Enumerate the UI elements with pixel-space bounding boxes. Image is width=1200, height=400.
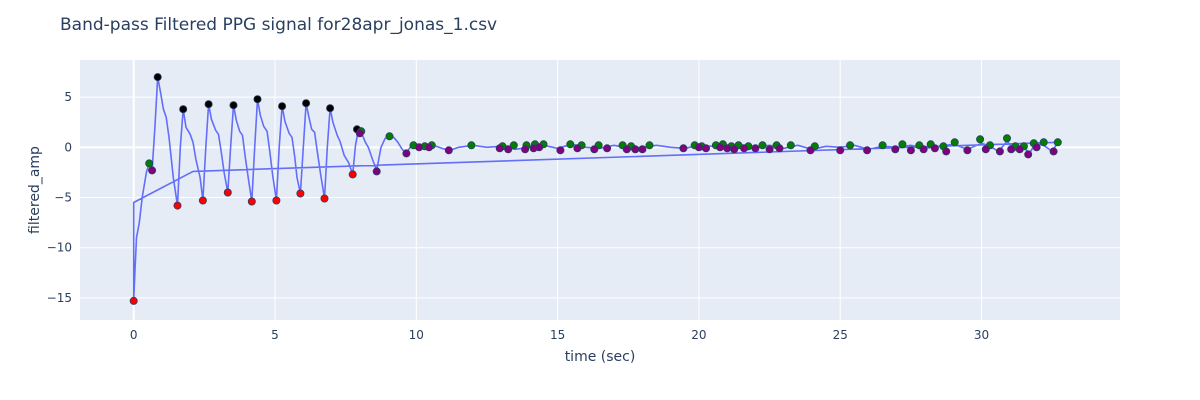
x-tick-label: 30 [974,328,989,342]
peaks_major-marker [179,105,188,114]
troughs_minor-marker [1049,147,1058,156]
peaks_minor-marker [878,141,887,150]
troughs_major-marker [272,196,281,205]
peaks_major-marker [229,101,238,110]
troughs_minor-marker [622,145,631,154]
plot-area [80,60,1120,320]
troughs_major-marker [320,194,329,203]
troughs_minor-marker [906,146,915,155]
troughs_minor-marker [702,144,711,153]
troughs_minor-marker [806,146,815,155]
troughs_minor-marker [775,144,784,153]
troughs_minor-marker [930,144,939,153]
troughs_minor-marker [372,167,381,176]
x-tick-label: 15 [550,328,565,342]
x-axis-title: time (sec) [565,349,636,365]
peaks_minor-marker [566,140,575,149]
troughs_minor-marker [1015,145,1024,154]
troughs_minor-marker [730,145,739,154]
troughs_minor-marker [521,145,530,154]
peaks_minor-marker [1039,138,1048,147]
troughs_minor-marker [740,144,749,153]
troughs_minor-marker [590,145,599,154]
chart-title: Band-pass Filtered PPG signal for28apr_j… [60,15,497,35]
troughs_major-marker [296,189,305,198]
troughs_minor-marker [891,145,900,154]
troughs_minor-marker [863,146,872,155]
troughs_minor-marker [1024,150,1033,159]
troughs_minor-marker [495,144,504,153]
troughs_minor-marker [765,145,774,154]
troughs_minor-marker [694,143,703,152]
y-axis-title: filtered_amp [27,146,43,234]
troughs_major-marker [173,201,182,210]
troughs_minor-marker [504,145,513,154]
troughs_minor-marker [638,145,647,154]
troughs_minor-marker [981,145,990,154]
troughs_major-marker [129,296,138,305]
troughs_minor-marker [424,143,433,152]
x-tick-label: 25 [833,328,848,342]
x-tick-label: 10 [409,328,424,342]
y-tick-label: −10 [47,241,72,255]
troughs_minor-marker [716,143,725,152]
peaks_major-marker [326,104,335,113]
troughs_minor-marker [723,144,732,153]
troughs_minor-marker [963,146,972,155]
peaks_major-marker [253,95,262,104]
peaks_major-marker [278,102,287,111]
troughs_minor-marker [444,146,453,155]
troughs_major-marker [247,197,256,206]
troughs_minor-marker [535,143,544,152]
troughs_minor-marker [942,147,951,156]
markers-group [129,73,1062,305]
y-tick-label: −15 [47,291,72,305]
peaks_minor-marker [898,140,907,149]
troughs_minor-marker [402,149,411,158]
x-tick-label: 0 [130,328,138,342]
axis-ticks: 0 5 10 15 20 25 30 −15 −10 −5 0 5 [47,90,989,342]
troughs_minor-marker [355,129,364,138]
peaks_minor-marker [645,141,654,150]
troughs_minor-marker [836,146,845,155]
troughs_minor-marker [631,145,640,154]
y-tick-label: −5 [54,191,72,205]
troughs_minor-marker [415,143,424,152]
peaks_minor-marker [145,159,154,168]
troughs_minor-marker [573,144,582,153]
troughs_major-marker [223,188,232,197]
peaks_minor-marker [976,135,985,144]
peaks_minor-marker [758,141,767,150]
troughs_major-marker [198,196,207,205]
peaks_minor-marker [467,141,476,150]
peaks_minor-marker [1003,134,1012,143]
peaks_major-marker [302,99,311,108]
x-tick-label: 20 [691,328,706,342]
peaks_major-marker [153,73,162,82]
peaks_major-marker [204,100,213,109]
y-tick-label: 0 [64,140,72,154]
troughs_minor-marker [603,144,612,153]
troughs_major-marker [348,170,357,179]
peaks_minor-marker [509,141,518,150]
peaks_minor-marker [385,132,394,141]
troughs_minor-marker [1032,143,1041,152]
troughs_minor-marker [751,144,760,153]
peaks_minor-marker [786,141,795,150]
peaks_minor-marker [950,138,959,147]
y-tick-label: 5 [64,90,72,104]
troughs_minor-marker [1007,145,1016,154]
troughs_minor-marker [556,146,565,155]
troughs_minor-marker [995,147,1004,156]
peaks_minor-marker [1053,138,1062,147]
troughs_minor-marker [919,145,928,154]
peaks_minor-marker [846,141,855,150]
troughs_minor-marker [679,144,688,153]
x-tick-label: 5 [271,328,279,342]
troughs_minor-marker [148,166,157,175]
